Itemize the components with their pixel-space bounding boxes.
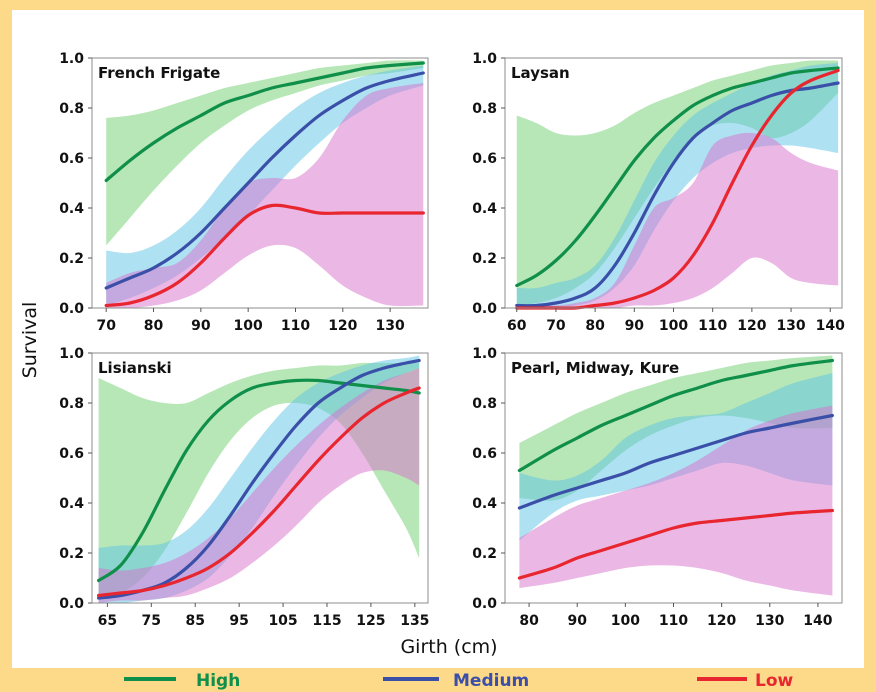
series-line-high: [97, 378, 421, 583]
x-tick-label: 65: [98, 613, 117, 629]
y-tick-label: 0.2: [472, 251, 497, 267]
plot-frame: [91, 352, 429, 604]
y-tick-label: 0.4: [472, 496, 497, 512]
series-line-high: [515, 66, 840, 288]
y-tick-label: 0.0: [59, 596, 84, 612]
series-line-low: [104, 203, 425, 308]
y-tick-label: 0.2: [59, 546, 84, 562]
y-axis-title: Survival: [19, 302, 41, 379]
ci-band-low: [519, 405, 833, 596]
plot-frame: [91, 57, 429, 309]
x-tick-label: 100: [234, 318, 263, 334]
panels: 0.0 0.2 0.4 0.6 0.8 1.0 70 80 90 100 110 120 130 Fren…: [59, 51, 845, 629]
y-tick-label: 1.0: [472, 51, 497, 67]
x-tick-label: 95: [229, 613, 248, 629]
y-tick-label: 0.2: [59, 251, 84, 267]
series-line-high: [104, 61, 425, 183]
panel-laysan: 0.0 0.2 0.4 0.6 0.8 1.0 60 70 80 90 100 110 120 130 14…: [472, 51, 845, 334]
y-tick-label: 0.0: [59, 301, 84, 317]
x-tick-label: 70: [96, 318, 116, 334]
series-line-medium: [517, 413, 834, 510]
x-tick-label: 110: [281, 318, 310, 334]
series-line-medium: [104, 71, 425, 290]
x-tick-label: 120: [737, 318, 766, 334]
y-tick-label: 0.6: [59, 151, 84, 167]
y-tick-label: 0.8: [59, 101, 84, 117]
x-tick-label: 130: [755, 613, 784, 629]
ci-band-high: [98, 362, 420, 601]
y-tick-label: 0.8: [472, 101, 497, 117]
x-tick-label: 70: [546, 318, 566, 334]
x-tick-label: 120: [328, 318, 357, 334]
series-line-medium: [515, 81, 840, 308]
panel-title: Laysan: [511, 64, 570, 82]
x-tick-label: 125: [356, 613, 385, 629]
y-tick-label: 0.4: [59, 201, 84, 217]
ci-band-low: [106, 83, 424, 309]
ci-band-low: [516, 132, 839, 309]
ci-band-medium: [516, 63, 839, 309]
series-line-low: [517, 508, 834, 580]
x-tick-label: 90: [567, 613, 587, 629]
x-tick-label: 135: [400, 613, 429, 629]
ci-band-high: [106, 60, 424, 246]
x-tick-label: 110: [659, 613, 688, 629]
y-tick-label: 1.0: [472, 346, 497, 362]
x-tick-label: 90: [625, 318, 645, 334]
x-tick-label: 80: [585, 318, 605, 334]
x-tick-label: 60: [507, 318, 527, 334]
y-tick-label: 1.0: [59, 51, 84, 67]
y-tick-label: 0.8: [472, 396, 497, 412]
legend: High Medium Low: [0, 668, 876, 692]
x-tick-label: 80: [519, 613, 539, 629]
y-tick-label: 0.0: [472, 596, 497, 612]
y-tick-label: 0.6: [59, 446, 84, 462]
legend-item-low: Low: [697, 671, 794, 691]
panel-french-frigate: 0.0 0.2 0.4 0.6 0.8 1.0 70 80 90 100 110 120 130 Fren…: [59, 51, 429, 334]
y-tick-label: 0.0: [472, 301, 497, 317]
x-tick-label: 100: [611, 613, 640, 629]
y-tick-label: 0.2: [472, 546, 497, 562]
x-tick-label: 90: [191, 318, 211, 334]
x-tick-label: 130: [376, 318, 405, 334]
x-tick-label: 115: [312, 613, 341, 629]
panel-title: Pearl, Midway, Kure: [511, 359, 679, 377]
x-tick-label: 80: [144, 318, 164, 334]
y-tick-label: 0.4: [472, 201, 497, 217]
x-tick-label: 105: [268, 613, 297, 629]
x-tick-label: 140: [803, 613, 832, 629]
legend-item-medium: Medium: [383, 671, 529, 691]
x-tick-label: 75: [142, 613, 161, 629]
y-tick-label: 0.8: [59, 396, 84, 412]
x-tick-label: 85: [185, 613, 204, 629]
legend-item-high: High: [124, 671, 240, 691]
panel-lisianski: 0.0 0.2 0.4 0.6 0.8 1.0 65 75 85 95 105 115 125 135 Li…: [59, 346, 429, 629]
legend-label-medium: Medium: [453, 671, 529, 691]
y-tick-label: 0.4: [59, 496, 84, 512]
x-tick-label: 120: [707, 613, 736, 629]
x-axis-title: Girth (cm): [400, 636, 497, 658]
x-tick-label: 100: [659, 318, 688, 334]
legend-label-high: High: [196, 671, 240, 691]
panel-pearl-midway-kure: 0.0 0.2 0.4 0.6 0.8 1.0 80 90 100 110 120 130 140 Pea…: [472, 346, 843, 629]
panel-title: Lisianski: [98, 359, 172, 377]
y-tick-label: 0.6: [472, 446, 497, 462]
legend-label-low: Low: [755, 671, 794, 691]
ci-band-low: [98, 368, 420, 603]
series-line-low: [97, 386, 421, 598]
series-line-high: [517, 358, 834, 473]
panel-title: French Frigate: [98, 64, 220, 82]
ci-band-medium: [519, 373, 833, 541]
x-tick-label: 140: [816, 318, 845, 334]
y-tick-label: 1.0: [59, 346, 84, 362]
x-tick-label: 130: [776, 318, 805, 334]
ci-band-medium: [98, 355, 420, 604]
y-tick-label: 0.6: [472, 151, 497, 167]
x-tick-label: 110: [698, 318, 727, 334]
